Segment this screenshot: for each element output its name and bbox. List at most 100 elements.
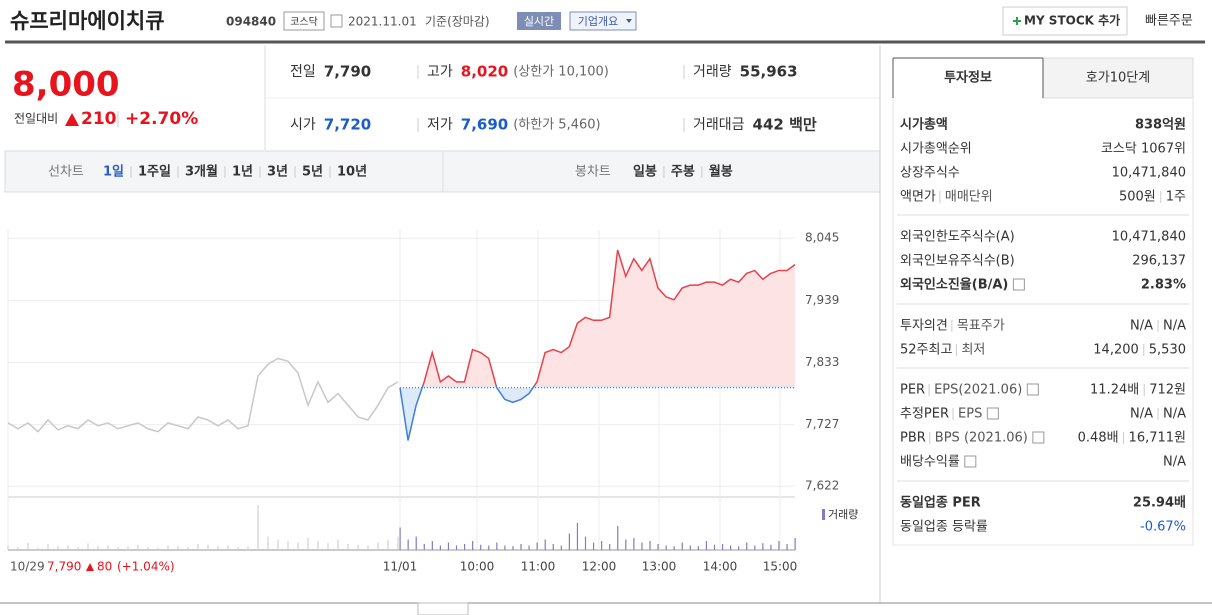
candle-tab[interactable]: 주봉: [671, 165, 695, 180]
info-value: 296,137: [1132, 254, 1186, 269]
volume-bar: [762, 543, 764, 550]
volume-bar: [347, 544, 349, 550]
period-tab[interactable]: 5년: [302, 165, 323, 180]
volume-bar: [327, 542, 329, 550]
prev-change-pct: (+1.04%): [117, 560, 175, 574]
info-value: N/A: [1130, 319, 1153, 334]
help-icon[interactable]: [964, 455, 977, 468]
info-value: 10,471,840: [1112, 166, 1186, 181]
volume-bar: [560, 545, 562, 550]
company-button[interactable]: [569, 11, 637, 31]
volume-bar: [455, 545, 458, 550]
summary-note: (하한가 5,460): [513, 118, 600, 133]
info-label: 동일업종 등락률: [900, 520, 988, 535]
volume-bar: [207, 544, 209, 550]
collapse-tab[interactable]: [417, 602, 469, 615]
mystock-text[interactable]: MY STOCK 추가: [1024, 13, 1120, 28]
info-label: 투자의견: [900, 319, 948, 334]
mystock-button[interactable]: [1002, 6, 1128, 36]
volume-bar: [217, 546, 219, 550]
volume-bar: [77, 547, 79, 550]
help-icon[interactable]: [986, 407, 999, 420]
info-label: 외국인한도주식수(A): [900, 230, 1015, 245]
x-tick-label: 12:00: [582, 560, 617, 574]
x-tick-label: 15:00: [763, 560, 798, 574]
info-value: 5,530: [1149, 343, 1186, 358]
volume-bar: [713, 544, 716, 550]
volume-bar: [673, 546, 675, 550]
tab-inactive[interactable]: [1042, 57, 1194, 99]
quick-order[interactable]: 빠른주문: [1145, 14, 1193, 29]
candle-tab[interactable]: 일봉: [633, 165, 657, 180]
company-button-text[interactable]: 기업개요: [578, 15, 618, 28]
info-value: 1주: [1166, 190, 1186, 205]
volume-bar: [584, 536, 587, 550]
help-icon[interactable]: [1032, 431, 1045, 444]
period-tab[interactable]: 1주일: [138, 165, 171, 180]
summary-value: 7,690: [461, 116, 508, 134]
volume-bar: [57, 546, 59, 550]
tab-group-label: 봉차트: [575, 165, 611, 180]
area-up: [423, 249, 795, 385]
x-tick-label: 11/01: [383, 560, 418, 574]
help-icon[interactable]: [1026, 383, 1039, 396]
volume-bar: [7, 545, 9, 550]
candle-tab[interactable]: 월봉: [709, 164, 733, 180]
volume-bar: [536, 542, 538, 550]
summary-label: 저가: [427, 117, 453, 133]
y-tick-label: 7,622: [805, 479, 839, 493]
price-line-up: [422, 249, 796, 385]
period-tab[interactable]: 3개월: [185, 164, 218, 180]
info-label: 배당수익률: [900, 455, 960, 470]
summary-label: 전일: [290, 64, 316, 80]
period-tab[interactable]: 3년: [267, 165, 288, 180]
help-icon[interactable]: [1012, 278, 1025, 291]
summary-label: 고가: [427, 64, 453, 80]
legend-label: 거래량: [828, 508, 858, 521]
prev-change: 80: [97, 560, 112, 574]
volume-bar: [287, 541, 289, 550]
info-label: 매매단위: [945, 190, 993, 205]
info-value: N/A: [1163, 455, 1186, 470]
info-value: 11.24배: [1090, 383, 1139, 398]
volume-bar: [267, 536, 269, 550]
info-label: PER: [900, 383, 925, 398]
info-value: 0.48배: [1078, 431, 1119, 446]
volume-bar: [47, 544, 49, 550]
period-tab[interactable]: 10년: [337, 165, 367, 180]
info-label: 시가총액순위: [900, 142, 972, 157]
volume-bar: [227, 545, 229, 550]
volume-bar: [17, 547, 19, 550]
period-tab[interactable]: 1년: [232, 165, 253, 180]
summary-value: 442 백만: [753, 116, 817, 134]
info-value: 25.94배: [1133, 495, 1186, 511]
volume-bar: [439, 545, 442, 550]
volume-bar: [107, 545, 109, 550]
volume-bar: [786, 544, 788, 550]
x-tick-label: 13:00: [642, 560, 677, 574]
volume-bar: [257, 505, 259, 550]
volume-bar: [544, 539, 546, 550]
info-tab[interactable]: 호가10단계: [1086, 71, 1150, 86]
volume-bar: [407, 539, 409, 550]
legend-swatch: [822, 509, 825, 520]
plus-icon: [1013, 17, 1021, 25]
info-label: BPS (2021.06): [935, 431, 1028, 446]
volume-bar: [447, 542, 450, 550]
volume-bar: [794, 538, 796, 550]
volume-bar: [657, 544, 659, 550]
info-label: PBR: [900, 431, 926, 446]
info-tab[interactable]: 투자정보: [944, 70, 992, 86]
market-box: [283, 11, 325, 31]
volume-bar: [641, 542, 643, 550]
basis: 기준(장마감): [425, 15, 490, 29]
y-tick-label: 7,727: [805, 417, 839, 431]
period-tab[interactable]: 1일: [103, 165, 124, 180]
volume-bar: [665, 545, 667, 550]
info-label: 상장주식수: [900, 166, 960, 181]
info-label: 액면가: [900, 190, 936, 205]
volume-bar: [87, 543, 89, 550]
volume-bar: [609, 544, 611, 550]
info-value: N/A: [1163, 407, 1186, 422]
volume-bar: [730, 545, 732, 550]
